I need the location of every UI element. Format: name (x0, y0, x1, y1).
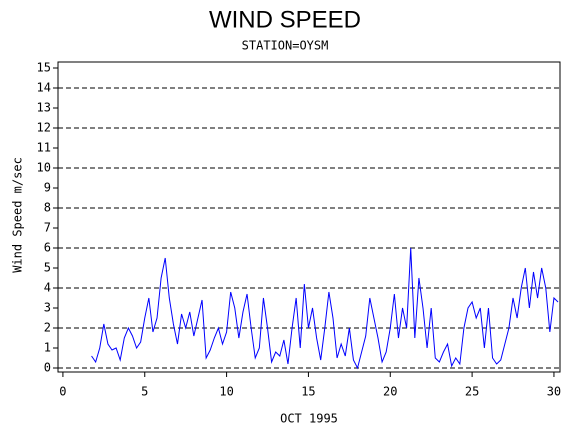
y-tick-label: 14 (37, 81, 51, 95)
x-tick-label: 10 (219, 385, 233, 399)
y-tick-label: 4 (44, 281, 51, 295)
chart-title: WIND SPEED (209, 6, 361, 33)
y-tick-label: 2 (44, 321, 51, 335)
y-tick-label: 5 (44, 261, 51, 275)
y-tick-label: 1 (44, 341, 51, 355)
data-line (91, 247, 559, 370)
x-tick-label: 25 (465, 385, 479, 399)
y-tick-label: 9 (44, 181, 51, 195)
plot-frame (57, 61, 561, 373)
y-tick-label: 11 (37, 141, 51, 155)
y-tick-label: 8 (44, 201, 51, 215)
x-tick-label: 5 (141, 385, 148, 399)
x-tick-label: 0 (59, 385, 66, 399)
y-axis-label: Wind Speed m/sec (11, 157, 25, 273)
x-tick-label: 20 (383, 385, 397, 399)
y-tick-label: 12 (37, 121, 51, 135)
y-tick-label: 7 (44, 221, 51, 235)
x-tick-label: 30 (547, 385, 561, 399)
x-axis-label: OCT 1995 (280, 412, 338, 426)
y-tick-label: 6 (44, 241, 51, 255)
y-tick-label: 13 (37, 101, 51, 115)
y-tick-label: 10 (37, 161, 51, 175)
y-tick-label: 3 (44, 301, 51, 315)
y-tick-label: 0 (44, 361, 51, 375)
y-tick-label: 15 (37, 61, 51, 75)
x-tick-label: 15 (301, 385, 315, 399)
chart-subtitle: STATION=OYSM (242, 39, 329, 53)
